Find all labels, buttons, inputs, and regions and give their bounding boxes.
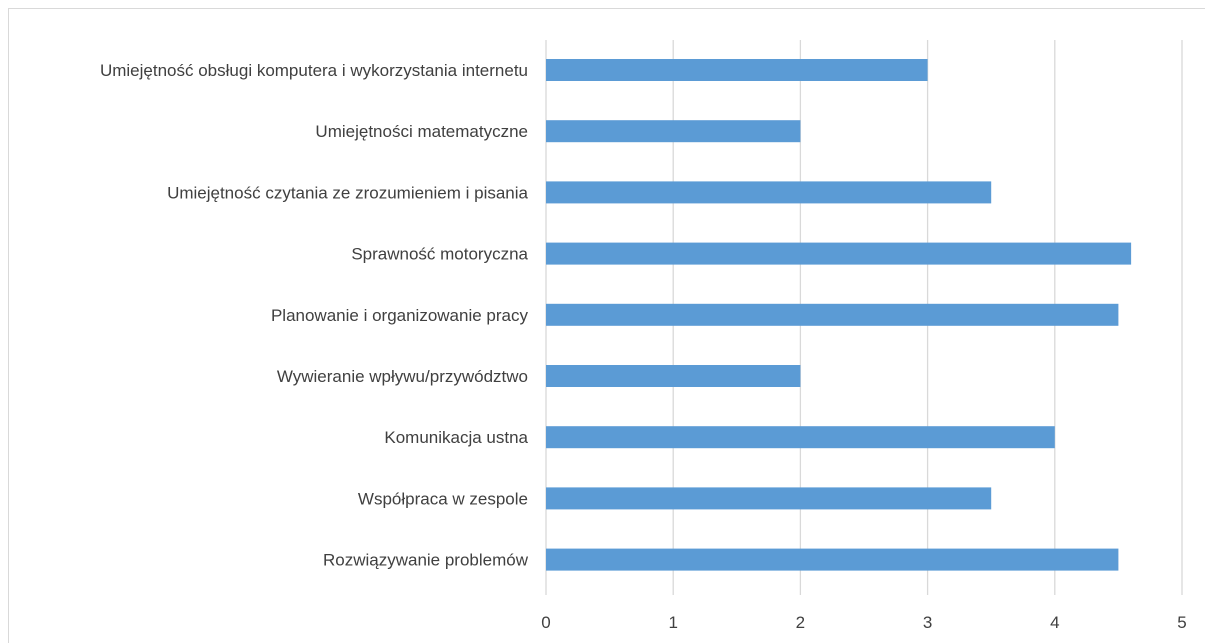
x-tick-label-2: 2: [796, 613, 805, 632]
bar-2: [546, 120, 801, 143]
category-label-2: Umiejętności matematyczne: [315, 122, 528, 141]
bar-6: [546, 365, 801, 387]
bar-4: [546, 242, 1132, 265]
category-label-6: Wywieranie wpływu/przywództwo: [277, 367, 528, 386]
category-label-9: Rozwiązywanie problemów: [323, 551, 529, 570]
x-tick-label-3: 3: [923, 613, 932, 632]
x-tick-label-4: 4: [1050, 613, 1059, 632]
category-label-5: Planowanie i organizowanie pracy: [271, 306, 529, 325]
bars: [546, 59, 1132, 571]
category-label-1: Umiejętność obsługi komputera i wykorzys…: [100, 61, 528, 80]
category-labels: Umiejętność obsługi komputera i wykorzys…: [100, 61, 529, 570]
category-label-4: Sprawność motoryczna: [351, 245, 528, 264]
x-tick-label-0: 0: [541, 613, 550, 632]
bar-9: [546, 548, 1119, 571]
x-tick-label-5: 5: [1177, 613, 1186, 632]
x-tick-labels: 0 1 2 3 4 5: [541, 613, 1186, 632]
category-label-8: Współpraca w zespole: [358, 489, 528, 508]
bar-1: [546, 59, 928, 81]
category-label-7: Komunikacja ustna: [384, 428, 528, 447]
x-tick-label-1: 1: [668, 613, 677, 632]
bar-5: [546, 303, 1119, 326]
bar-8: [546, 487, 992, 510]
bar-3: [546, 181, 992, 204]
category-label-3: Umiejętność czytania ze zrozumieniem i p…: [167, 183, 528, 202]
bar-7: [546, 426, 1055, 449]
